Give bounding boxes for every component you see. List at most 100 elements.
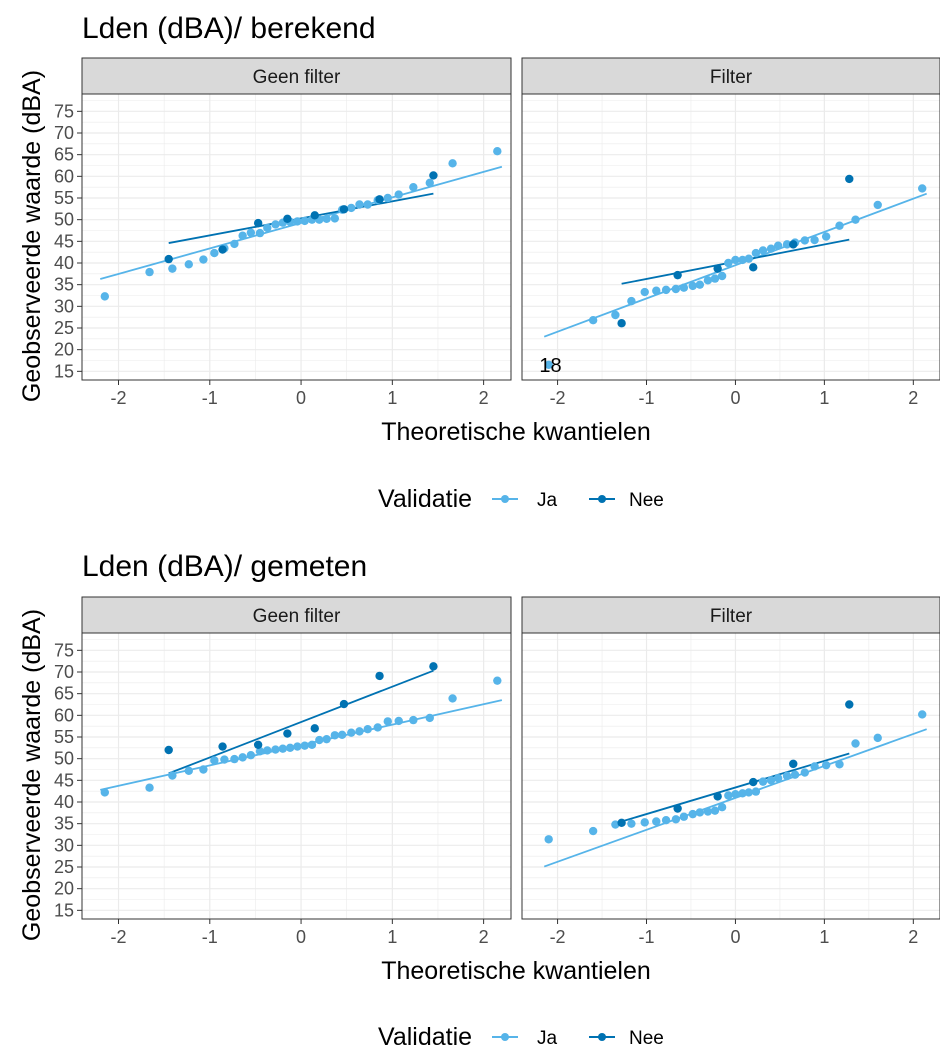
y-tick-label: 25 [54,318,74,338]
data-point-ja [773,241,783,250]
legend-key-point-nee [598,495,606,503]
data-point-nee [673,270,682,280]
data-point-ja [230,754,239,764]
y-tick-label: 70 [54,662,74,682]
y-tick-label: 55 [54,727,74,747]
y-tick-label: 30 [54,835,74,855]
x-tick-label: 1 [819,388,829,408]
data-point-ja [363,725,372,734]
data-point-ja [255,228,265,238]
data-point-ja [679,812,689,821]
data-point-ja [588,826,598,836]
data-point-ja [230,239,239,249]
data-point-nee [845,174,854,184]
data-point-ja [671,815,681,824]
data-point-nee [339,699,349,709]
x-tick-label: 2 [479,388,489,408]
data-point-ja [688,809,697,819]
data-point-ja [383,193,392,203]
data-point-nee [283,214,292,223]
data-point-ja [425,713,434,723]
plot-background [82,94,511,380]
data-point-ja [679,283,689,292]
data-point-ja [758,777,768,786]
data-point-ja [145,267,154,277]
data-point-ja [661,285,671,295]
data-point-ja [744,788,753,797]
data-point-ja [751,248,761,258]
legend-key-point-ja [501,495,509,503]
data-point-ja [330,731,340,740]
data-point-ja [363,200,372,209]
facet-strip-label: Filter [710,606,753,627]
data-point-ja [347,203,356,213]
data-point-nee [218,245,227,254]
data-point-ja [918,710,927,719]
point-label: 18 [539,355,561,377]
data-point-ja [493,676,502,685]
plot-area: -2 -1 0 1 2 [521,632,940,947]
facet-strip-label: Geen filter [253,606,341,627]
data-point-ja [851,739,860,748]
data-point-ja [210,248,219,258]
data-point-ja [409,715,418,725]
data-point-ja [738,255,747,265]
data-point-ja [271,745,280,754]
facet-panel-filter: Filter -2 -1 0 1 2 [521,596,940,947]
data-point-ja [703,276,713,285]
data-point-ja [724,791,733,800]
x-tick-label: -1 [639,388,655,408]
y-tick-label: 25 [54,857,74,877]
data-point-ja [210,756,219,765]
x-tick-label: -2 [111,927,127,947]
data-point-ja [810,235,819,245]
data-point-ja [448,694,457,703]
data-point-ja [184,260,193,269]
data-point-ja [717,803,727,812]
data-point-ja [611,310,620,320]
x-tick-label: 1 [819,927,829,947]
plot-background [522,94,940,380]
x-tick-label: -1 [202,927,218,947]
data-point-ja [285,743,295,753]
data-point-ja [688,281,697,291]
data-point-ja [238,753,247,762]
data-point-ja [220,755,229,764]
facet-panel-geen-filter: Geen filter -2 -1 0 1 2 152025303540455055606… [54,57,512,408]
data-point-ja [751,787,761,796]
data-point-ja [199,255,208,264]
x-tick-label: 0 [296,388,306,408]
data-point-nee [339,205,349,214]
legend-label-nee: Nee [629,1028,664,1049]
y-tick-label: 75 [54,101,74,121]
legend: Validatie Ja Nee [378,485,664,513]
y-tick-label: 20 [54,879,74,899]
data-point-ja [293,742,302,751]
data-point-ja [448,159,457,168]
data-point-ja [355,200,364,209]
data-point-ja [278,744,288,753]
data-point-nee [253,218,263,228]
data-point-ja [661,816,671,825]
data-point-nee [673,804,682,813]
legend: Validatie Ja Nee [378,1023,664,1051]
data-point-nee [617,818,626,827]
y-tick-label: 15 [54,361,74,381]
data-point-nee [164,745,173,755]
data-point-ja [851,215,860,224]
data-point-nee [713,792,722,801]
data-point-ja [425,178,434,188]
chart-title: Lden (dBA)/ gemeten [82,550,367,583]
data-point-ja [168,264,177,273]
plot-background [82,633,511,919]
y-tick-label: 40 [54,253,74,273]
legend-title: Validatie [378,1023,472,1051]
data-point-ja [300,741,309,750]
y-tick-label: 65 [54,684,74,704]
x-tick-label: -2 [550,388,566,408]
y-tick-label: 75 [54,640,74,660]
facet-strip [521,57,940,95]
x-tick-label: 1 [387,927,397,947]
